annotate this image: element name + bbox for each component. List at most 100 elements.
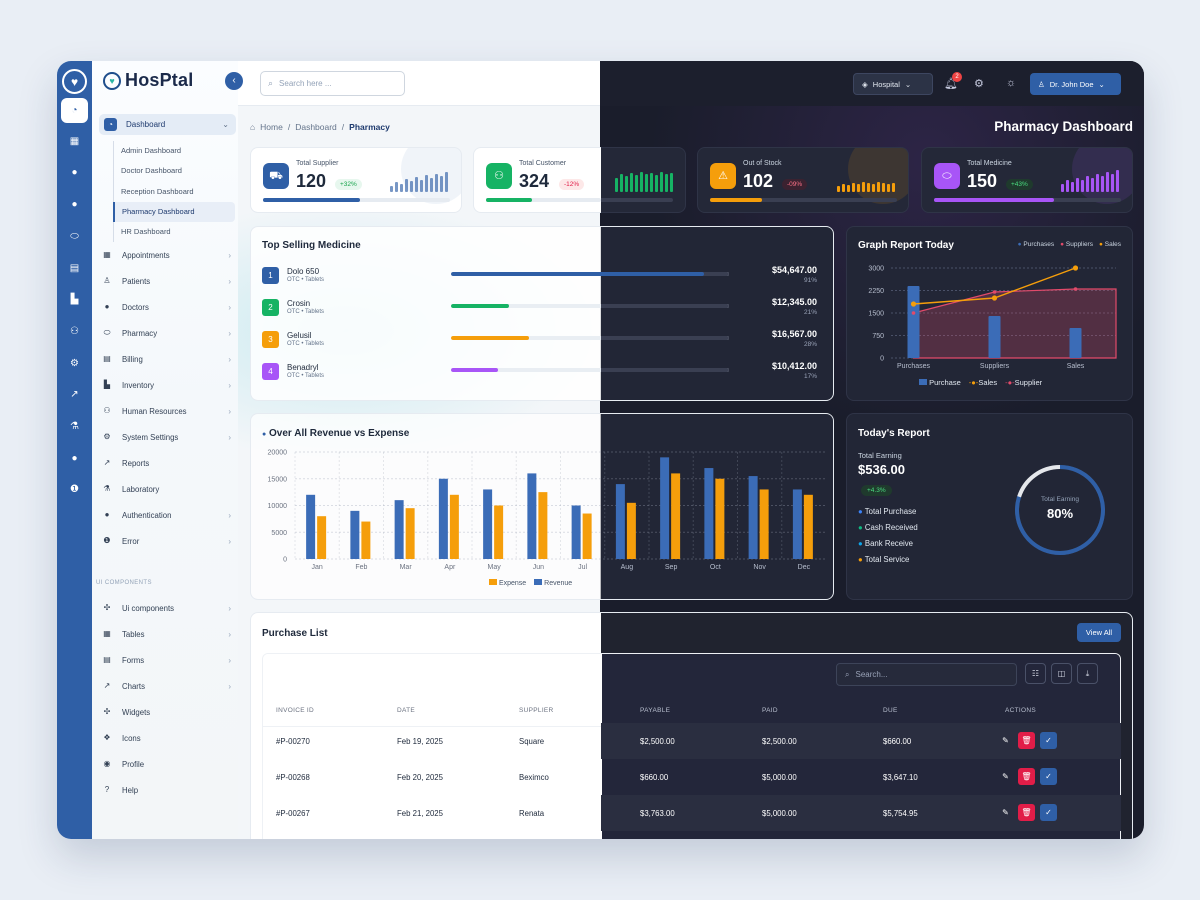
- inventory-icon: ▙: [103, 380, 111, 389]
- edit-icon[interactable]: ✎: [1002, 772, 1009, 781]
- sun-icon[interactable]: ☼: [1006, 77, 1017, 89]
- invoice-icon[interactable]: ▤: [69, 263, 80, 274]
- inventory-icon[interactable]: ▙: [70, 294, 79, 305]
- table-search-input[interactable]: ⌕ Search...: [836, 663, 1017, 686]
- table-cell: Renata: [519, 809, 545, 818]
- x-tick-label: Sep: [665, 564, 678, 571]
- sidebar-item-reports[interactable]: ↗ Reports: [101, 454, 235, 472]
- sidebar-item-icons[interactable]: ❖ Icons: [101, 729, 235, 747]
- sparkline-bar: [862, 182, 865, 192]
- puzzle-icon: ✣: [103, 603, 111, 612]
- error-icon: ❶: [103, 536, 111, 545]
- delete-icon[interactable]: 🗑︎: [1018, 768, 1035, 785]
- sidebar-item-charts[interactable]: ↗ Charts ›: [101, 677, 235, 695]
- calendar-icon[interactable]: ▦: [69, 136, 80, 147]
- check-icon[interactable]: ✓: [1040, 732, 1057, 749]
- people-icon[interactable]: ⚇: [70, 326, 79, 337]
- report-item: ● Bank Receive: [858, 539, 913, 548]
- sidebar-item-widgets[interactable]: ✣ Widgets: [101, 703, 235, 721]
- legend-label: Supplier: [1014, 378, 1043, 387]
- patient-icon[interactable]: ●: [71, 167, 78, 178]
- table-cell: #P-00270: [276, 737, 310, 746]
- pill-icon[interactable]: ⬭: [70, 231, 79, 242]
- submenu-item[interactable]: HR Dashboard: [121, 227, 171, 237]
- submenu-item[interactable]: Admin Dashboard: [121, 146, 182, 155]
- submenu-item[interactable]: Reception Dashboard: [121, 186, 194, 196]
- sidebar-item-label: Ui components: [122, 603, 175, 613]
- sidebar-item-error[interactable]: ❶ Error ›: [101, 532, 235, 550]
- sparkline-bar: [665, 174, 668, 192]
- bar-purchase: [907, 286, 920, 358]
- revenue-legend: Expense Revenue: [489, 579, 572, 587]
- sidebar-item-doctors[interactable]: ● Doctors ›: [101, 298, 235, 316]
- y-tick-label: 15000: [268, 476, 288, 483]
- gear-icon[interactable]: ⚙: [974, 78, 984, 90]
- sidebar-item-pharmacy[interactable]: ⬭ Pharmacy ›: [101, 324, 235, 342]
- sidebar-item-label: Help: [122, 785, 139, 795]
- hospital-select[interactable]: ◈ Hospital ⌄: [853, 73, 933, 95]
- sidebar-item-forms[interactable]: ▤ Forms ›: [101, 651, 235, 669]
- bar-expense: [538, 492, 548, 559]
- stat-progress-fill: [486, 198, 532, 202]
- check-icon[interactable]: ✓: [1040, 768, 1057, 785]
- stat-card-out-of-stock: ⚠ Out of Stock 102 -09%: [697, 147, 909, 213]
- graph-report-chart: 0 750 1500 2250 3000 Purchases Suppliers Sales: [868, 265, 1117, 370]
- sidebar-item-tables[interactable]: ▦ Tables ›: [101, 625, 235, 643]
- sidebar-item-authentication[interactable]: ● Authentication ›: [101, 506, 235, 524]
- sidebar-item-system-settings[interactable]: ⚙ System Settings ›: [101, 428, 235, 446]
- sidebar-item-help[interactable]: ? Help: [101, 781, 235, 799]
- table-cell: $660.00: [883, 737, 912, 746]
- sidebar-item-profile[interactable]: ◉ Profile: [101, 755, 235, 773]
- table-cell: #P-00268: [276, 773, 310, 782]
- bar-revenue: [660, 457, 670, 559]
- check-icon[interactable]: ✓: [1040, 804, 1057, 821]
- sidebar-item-billing[interactable]: ▤ Billing ›: [101, 350, 235, 368]
- edit-icon[interactable]: ✎: [1002, 808, 1009, 817]
- search-placeholder: Search here ...: [279, 79, 332, 88]
- dashboard-icon[interactable]: ◔: [61, 98, 88, 123]
- x-tick-label: Oct: [710, 564, 721, 571]
- user-menu-button[interactable]: ♙ Dr. John Doe ⌄: [1030, 73, 1121, 95]
- stat-change: +32%: [335, 179, 362, 190]
- view-all-button[interactable]: View All: [1077, 623, 1121, 642]
- edit-icon[interactable]: ✎: [1002, 736, 1009, 745]
- error-icon[interactable]: ❶: [70, 484, 79, 495]
- stat-sparkline: [615, 169, 673, 192]
- breadcrumb-home[interactable]: Home: [260, 122, 283, 132]
- submenu-item[interactable]: Doctor Dashboard: [121, 166, 182, 176]
- download-icon[interactable]: ⤓: [1077, 663, 1098, 684]
- delete-icon[interactable]: 🗑︎: [1018, 804, 1035, 821]
- chart-icon[interactable]: ↗: [70, 389, 79, 400]
- doctor-icon[interactable]: ●: [71, 199, 78, 210]
- sidebar-item-dashboard[interactable]: ◔ Dashboard ⌄: [99, 114, 236, 135]
- submenu-item-active[interactable]: Pharmacy Dashboard: [113, 201, 235, 223]
- delete-icon[interactable]: 🗑︎: [1018, 732, 1035, 749]
- filter-icon[interactable]: ☷: [1025, 663, 1046, 684]
- collapse-sidebar-button[interactable]: ‹: [225, 72, 243, 90]
- search-input[interactable]: ⌕ Search here ...: [260, 71, 405, 96]
- breadcrumb-dashboard[interactable]: Dashboard: [295, 122, 337, 132]
- sparkline-bar: [1091, 178, 1094, 192]
- purchase-list-panel: Purchase List View All ⌕ Search... ☷ ◫ ⤓…: [250, 612, 1133, 839]
- chevron-down-icon: ⌄: [904, 79, 912, 89]
- sparkline-bar: [872, 184, 875, 192]
- stat-label: Total Customer: [519, 160, 567, 167]
- stat-card-total-medicine: ⬭ Total Medicine 150 +43%: [921, 147, 1133, 213]
- rank-badge: 4: [262, 363, 279, 380]
- revenue-panel: ● Over All Revenue vs Expense 0 5000 10000…: [250, 413, 834, 600]
- settings-icon[interactable]: ⚙: [70, 358, 79, 369]
- columns-icon[interactable]: ◫: [1051, 663, 1072, 684]
- sidebar-item-human-resources[interactable]: ⚇ Human Resources ›: [101, 402, 235, 420]
- user-icon[interactable]: ●: [71, 453, 78, 464]
- sidebar-item-laboratory[interactable]: ⚗ Laboratory: [101, 480, 235, 498]
- sidebar-item-ui-components[interactable]: ✣ Ui components ›: [101, 599, 235, 617]
- stat-sparkline: [837, 169, 895, 192]
- bar-purchase: [1069, 328, 1082, 358]
- sidebar-item-appointments[interactable]: ▦ Appointments ›: [101, 246, 235, 264]
- sparkline-bar: [1061, 184, 1064, 192]
- breadcrumb-current: Pharmacy: [349, 122, 390, 132]
- medicine-row: 1 Dolo 650 OTC • Tablets $54,647.00 91%: [262, 265, 828, 295]
- sidebar-item-patients[interactable]: ♙ Patients ›: [101, 272, 235, 290]
- flask-icon[interactable]: ⚗: [70, 421, 79, 432]
- sidebar-item-inventory[interactable]: ▙ Inventory ›: [101, 376, 235, 394]
